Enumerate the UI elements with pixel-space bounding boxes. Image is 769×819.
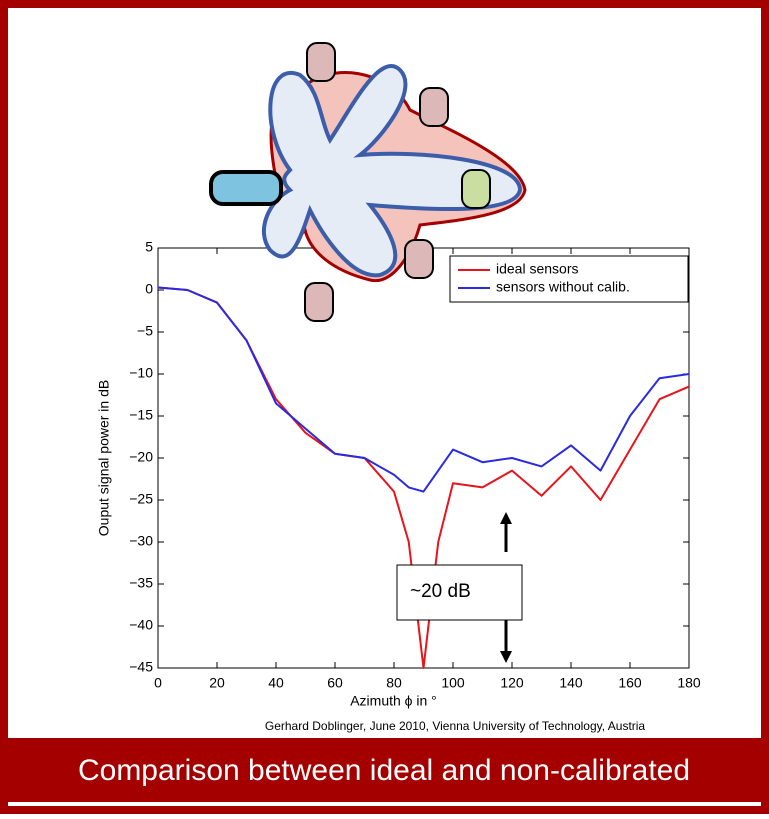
caption-bar (8, 738, 761, 802)
sensor (304, 282, 334, 322)
caption: Comparison between ideal and non-calibra… (78, 754, 690, 787)
annotation: ~20 dB (396, 512, 523, 663)
legend-label: ideal sensors (496, 261, 579, 277)
sensor (306, 42, 336, 82)
annotation-text: ~20 dB (410, 581, 471, 602)
y-tick-label: 0 (145, 281, 153, 297)
x-tick-label: 100 (441, 675, 465, 691)
legend-label: sensors without calib. (496, 279, 630, 295)
x-tick-label: 0 (154, 675, 162, 691)
sensor (404, 239, 434, 279)
x-tick-label: 80 (386, 675, 402, 691)
y-tick-label: −10 (129, 365, 153, 381)
plot: 50−5−10−15−20−25−30−35−40−450 20 40 60 80 100… (96, 239, 701, 709)
y-tick-label: −5 (137, 323, 153, 339)
y-axis-label: Ouput signal power in dB (96, 380, 112, 536)
legend-box (449, 255, 689, 303)
annotation-box (396, 564, 523, 621)
sensor (461, 169, 491, 209)
calibrated-beam (262, 64, 523, 278)
y-tick-label: −40 (129, 617, 153, 633)
x-axis-label: Azimuth ϕ in ° (350, 693, 437, 709)
y-tick-label: 5 (145, 239, 153, 255)
x-tick-label: 20 (209, 675, 225, 691)
x-tick-label: 160 (618, 675, 642, 691)
x-tick-label: 140 (559, 675, 583, 691)
y-tick-label: −25 (129, 491, 153, 507)
arrow-head (500, 651, 512, 663)
array-box (209, 170, 283, 206)
y-tick-label: −30 (129, 533, 153, 549)
sensor (419, 87, 449, 127)
x-tick-label: 60 (327, 675, 343, 691)
y-tick-label: −45 (129, 659, 153, 675)
x-tick-label: 180 (677, 675, 701, 691)
series-line (157, 286, 690, 493)
legend: ideal sensors sensors without calib. (449, 255, 689, 303)
credit: Gerhard Doblinger, June 2010, Vienna Uni… (265, 719, 646, 733)
beam-diagram (209, 42, 527, 322)
arrow-head (500, 512, 512, 524)
x-tick-label: 120 (500, 675, 524, 691)
y-tick-label: −35 (129, 575, 153, 591)
y-tick-label: −15 (129, 407, 153, 423)
y-tick-label: −20 (129, 449, 153, 465)
x-tick-label: 40 (268, 675, 284, 691)
